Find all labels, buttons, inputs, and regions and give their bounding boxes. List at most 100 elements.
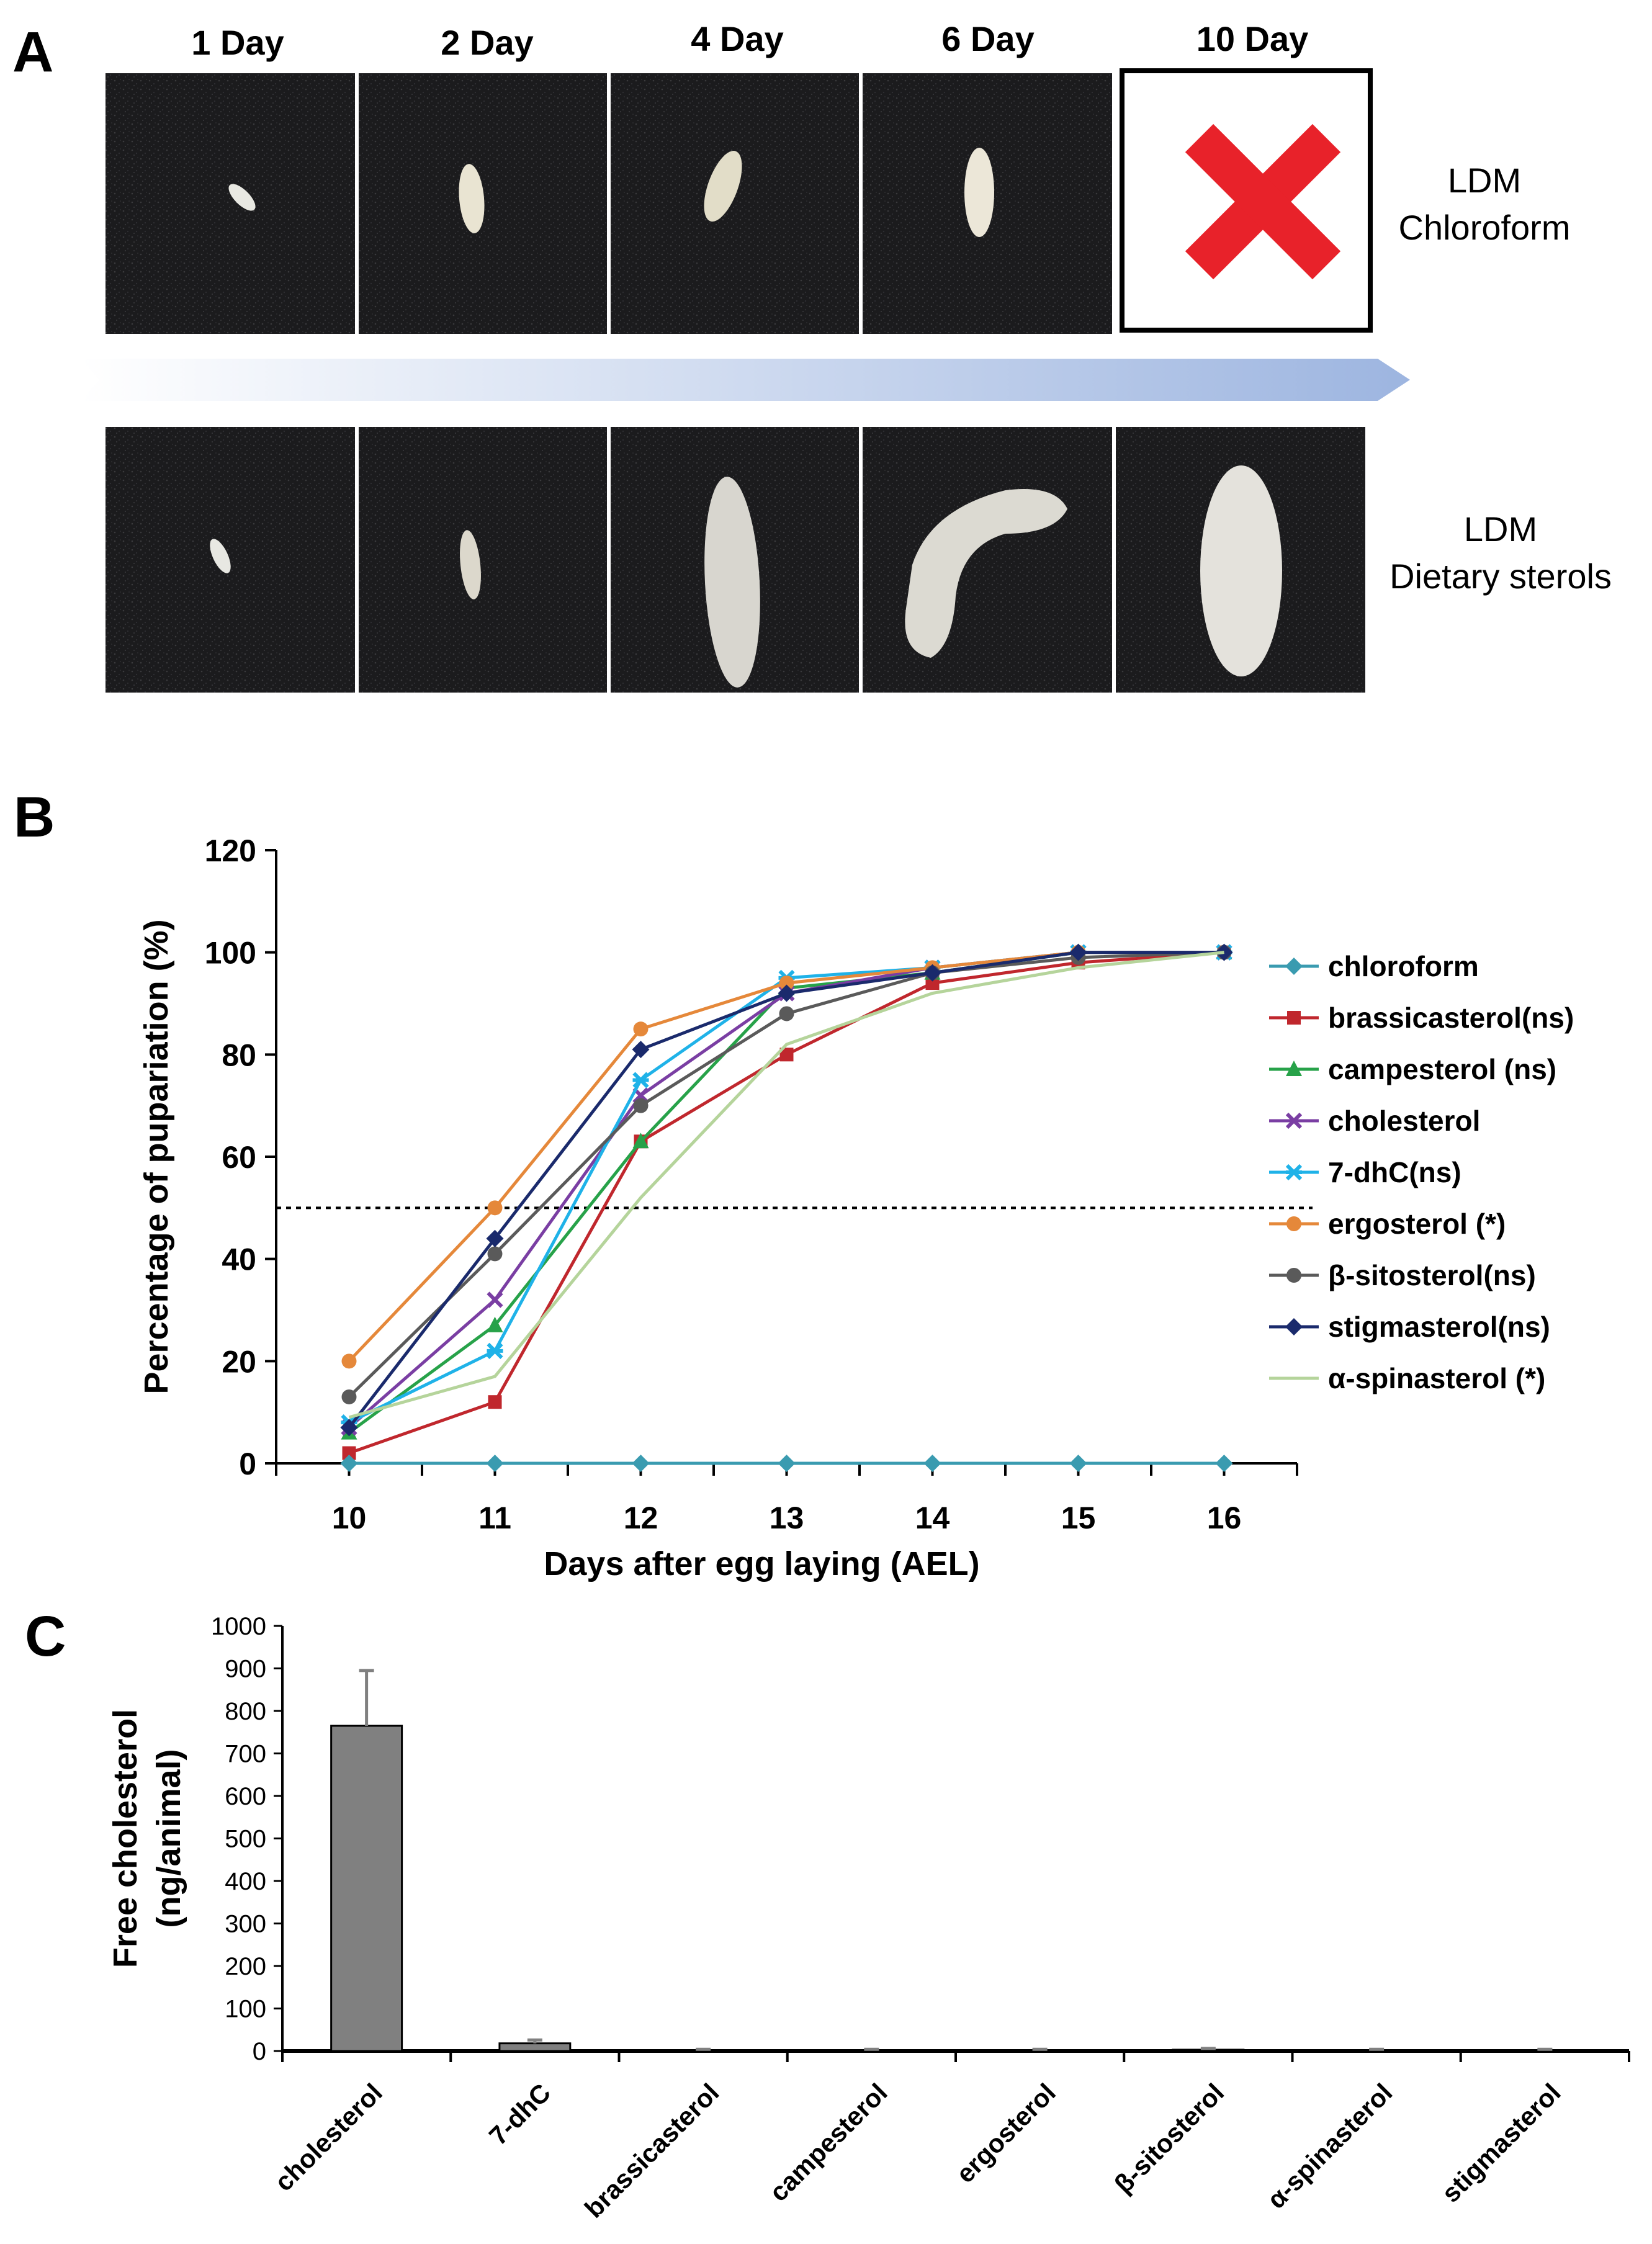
photo-sterols-day2 <box>359 427 607 693</box>
photo-chloroform-day6 <box>863 73 1112 334</box>
legend-marker <box>1287 1011 1301 1025</box>
bar-7-dhC <box>498 2042 572 2052</box>
legend-marker <box>1285 1164 1303 1181</box>
red-cross-icon <box>1185 123 1341 280</box>
row-sterols-photos <box>105 427 1365 693</box>
data-point-chloroform-shape <box>340 1455 358 1472</box>
c-y-tick-label: 100 <box>225 1996 266 2023</box>
legend-marker-shape <box>1285 1318 1303 1335</box>
legend-significance: (ns) <box>1498 1311 1550 1343</box>
data-point-stigmasterol-shape <box>486 1229 504 1247</box>
data-point-ergosterol-shape <box>341 1353 357 1369</box>
data-point-chloroform-shape <box>923 1455 941 1472</box>
y-tick-label: 100 <box>205 936 256 971</box>
legend-marker <box>1286 1268 1301 1283</box>
series-line-cholesterol <box>348 951 1224 1429</box>
series-line-α-spinasterol <box>348 951 1224 1419</box>
data-point-7-dhC-shape <box>487 1342 503 1359</box>
c-category-label: ergosterol <box>951 2078 1061 2188</box>
data-point-brassicasterol-shape <box>488 1395 502 1409</box>
legend-series-name: ergosterol <box>1328 1208 1468 1240</box>
day-label-10: 10 Day <box>1196 19 1309 58</box>
legend-label: stigmasterol(ns) <box>1328 1311 1550 1343</box>
legend-significance: (ns) <box>1522 1002 1574 1034</box>
legend-series-name: campesterol <box>1328 1053 1496 1085</box>
legend-label: β-sitosterol(ns) <box>1328 1259 1536 1291</box>
day-label-4: 4 Day <box>691 19 783 58</box>
data-point-ergosterol <box>341 1353 357 1369</box>
photo-sterols-day6 <box>863 427 1112 693</box>
panel-b-letter: B <box>14 786 55 849</box>
photo-chloroform-day10-absent <box>1120 68 1373 333</box>
c-category-label: campesterol <box>764 2078 893 2207</box>
y-tick-label: 60 <box>222 1140 256 1175</box>
x-tick-label: 15 <box>1061 1501 1096 1535</box>
c-y-tick-label: 0 <box>253 2038 266 2065</box>
day-label-2: 2 Day <box>441 23 533 62</box>
data-point-chloroform-shape <box>486 1455 504 1472</box>
data-point-stigmasterol <box>1069 943 1087 961</box>
photo-sterols-day1 <box>105 427 355 693</box>
data-point-β-sitosterol <box>487 1246 503 1262</box>
legend-marker-shape <box>1285 1164 1303 1181</box>
pupariation-line-chart: 0 20 40 60 80 100 120 10 11 12 13 14 15 16 Days after … <box>138 833 1574 1582</box>
photo-chloroform-day4 <box>611 73 859 334</box>
row-label-chloroform-2: Chloroform <box>1399 208 1571 247</box>
x-axis-title: Days after egg laying (AEL) <box>544 1545 979 1582</box>
data-point-ergosterol <box>487 1200 503 1216</box>
row-label-sterols-2: Dietary sterols <box>1389 557 1612 596</box>
x-tick-label: 13 <box>770 1501 804 1535</box>
x-tick-label: 12 <box>624 1501 658 1535</box>
data-point-chloroform <box>1069 1455 1087 1472</box>
bar-cholesterol <box>330 1725 403 2052</box>
photo-chloroform-day2 <box>359 73 607 334</box>
c-y-axis-title-line2: (ng/animal) <box>150 1749 187 1928</box>
legend-marker-shape <box>1287 1011 1301 1025</box>
row-chloroform-photos <box>105 68 1373 334</box>
x-tick-label: 10 <box>332 1501 367 1535</box>
data-point-stigmasterol-shape <box>1069 943 1087 961</box>
data-point-cholesterol <box>487 1291 503 1308</box>
legend-marker-shape <box>1286 1216 1301 1231</box>
data-point-brassicasterol-shape <box>779 1048 794 1062</box>
data-point-chloroform <box>923 1455 941 1472</box>
x-tick-label: 16 <box>1207 1501 1242 1535</box>
data-point-7-dhC-shape <box>632 1072 649 1088</box>
c-y-tick-label: 700 <box>225 1741 266 1768</box>
data-point-brassicasterol <box>779 1048 794 1062</box>
panel-a-letter: A <box>12 20 53 84</box>
c-category-label: cholesterol <box>269 2078 388 2197</box>
x-tick-label: 11 <box>478 1501 511 1535</box>
x-tick-label: 14 <box>915 1501 950 1535</box>
day-label-1: 1 Day <box>191 23 284 62</box>
legend-series-name: α-spinasterol <box>1328 1362 1507 1394</box>
data-point-ergosterol-shape <box>487 1200 503 1216</box>
day-label-6: 6 Day <box>941 19 1034 58</box>
time-arrow <box>81 359 1410 401</box>
data-point-β-sitosterol <box>633 1098 649 1113</box>
c-y-tick-label: 800 <box>225 1698 266 1725</box>
legend-significance: (ns) <box>1496 1053 1556 1085</box>
legend-marker <box>1286 1061 1302 1076</box>
panel-a: A 1 Day 2 Day 4 Day 6 Day 10 Day <box>12 19 1612 693</box>
data-point-campesterol <box>487 1316 503 1332</box>
legend-significance: (*) <box>1507 1362 1545 1394</box>
data-point-chloroform <box>632 1455 650 1472</box>
legend-label: campesterol (ns) <box>1328 1053 1556 1085</box>
c-category-label: α-spinasterol <box>1262 2078 1398 2214</box>
panel-c-letter: C <box>25 1605 66 1668</box>
data-point-brassicasterol-shape <box>342 1446 356 1460</box>
data-point-chloroform-shape <box>632 1455 650 1472</box>
data-point-brassicasterol <box>342 1446 356 1460</box>
legend-significance: (ns) <box>1483 1259 1535 1291</box>
photo-sterols-day4 <box>611 427 859 693</box>
legend-series-name: cholesterol <box>1328 1105 1480 1137</box>
data-point-β-sitosterol-shape <box>633 1098 649 1113</box>
legend-marker-shape <box>1286 1061 1302 1076</box>
row-label-chloroform-1: LDM <box>1448 161 1521 200</box>
data-point-campesterol <box>632 1133 649 1149</box>
data-point-brassicasterol <box>488 1395 502 1409</box>
c-y-tick-label: 400 <box>225 1868 266 1895</box>
data-point-7-dhC <box>487 1342 503 1359</box>
